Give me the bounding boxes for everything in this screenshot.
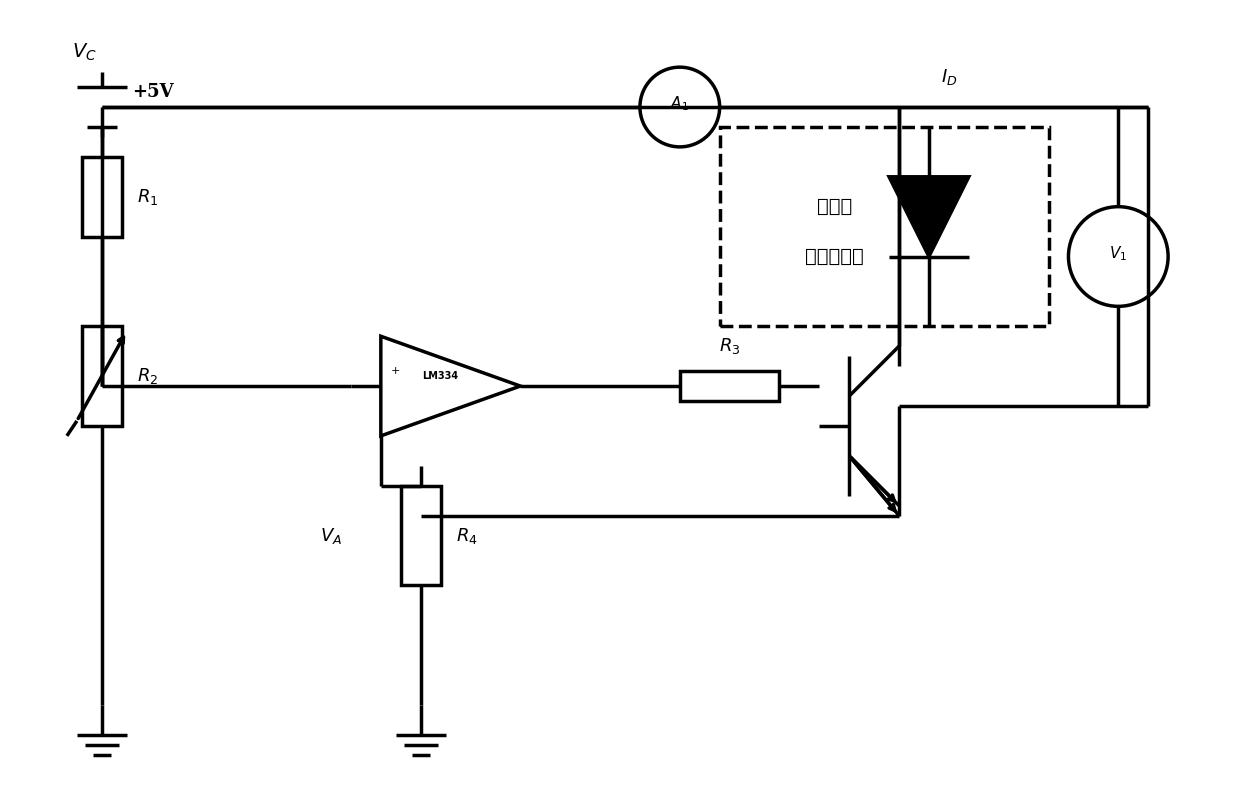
Text: +5V: +5V	[131, 83, 174, 101]
Text: 量子点: 量子点	[817, 197, 852, 216]
FancyBboxPatch shape	[82, 326, 122, 426]
Text: $I_D$: $I_D$	[941, 67, 957, 87]
Text: 半导体器件: 半导体器件	[805, 247, 863, 266]
Polygon shape	[889, 177, 968, 256]
FancyBboxPatch shape	[680, 371, 780, 401]
Text: $R_1$: $R_1$	[136, 187, 157, 206]
Text: +: +	[391, 366, 401, 376]
Text: $R_3$: $R_3$	[719, 336, 740, 356]
Text: $R_2$: $R_2$	[136, 366, 157, 386]
Text: $R_4$: $R_4$	[455, 526, 477, 546]
FancyBboxPatch shape	[82, 157, 122, 237]
Text: $V_1$: $V_1$	[1110, 244, 1127, 263]
FancyBboxPatch shape	[401, 486, 440, 585]
Text: $V_A$: $V_A$	[320, 526, 342, 546]
Text: LM334: LM334	[423, 371, 459, 381]
Text: $A_1$: $A_1$	[671, 94, 689, 114]
Text: $V_C$: $V_C$	[72, 42, 97, 63]
